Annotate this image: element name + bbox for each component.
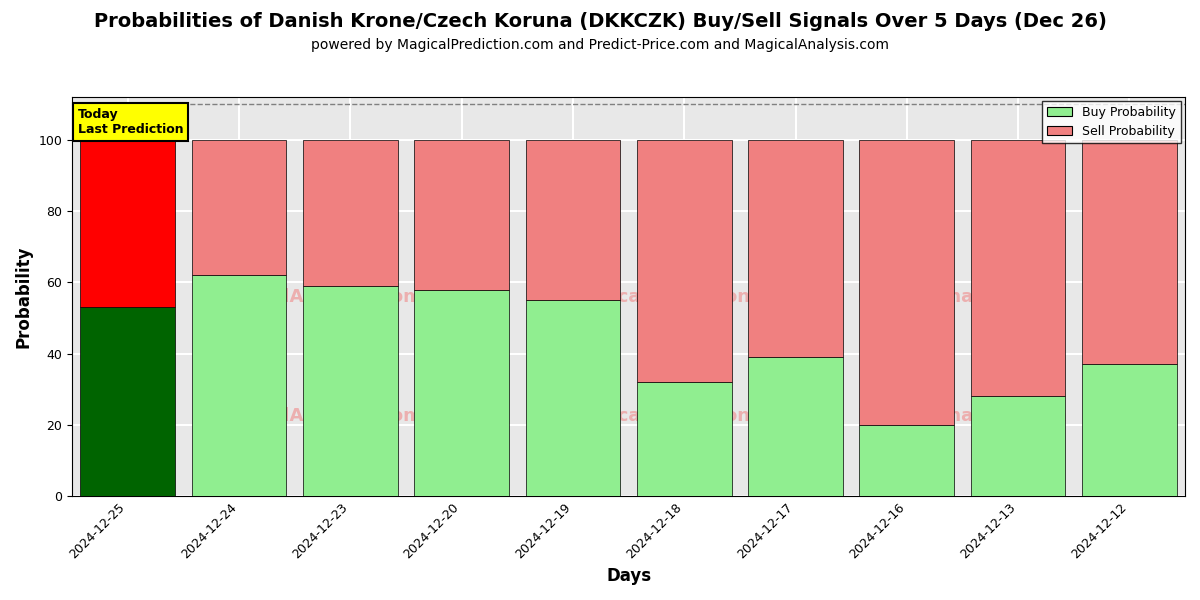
Text: MagicalAnalysis.com: MagicalAnalysis.com bbox=[212, 287, 422, 305]
Bar bbox=[859, 425, 954, 496]
Text: powered by MagicalPrediction.com and Predict-Price.com and MagicalAnalysis.com: powered by MagicalPrediction.com and Pre… bbox=[311, 38, 889, 52]
Text: MagicalPrediction.com: MagicalPrediction.com bbox=[570, 287, 799, 305]
Text: MagicalAnalysis.com: MagicalAnalysis.com bbox=[858, 287, 1067, 305]
Text: MagicalAnalysis.com: MagicalAnalysis.com bbox=[858, 407, 1067, 425]
Bar bbox=[80, 140, 175, 307]
Bar bbox=[971, 140, 1066, 397]
Bar bbox=[304, 286, 397, 496]
Text: MagicalAnalysis.com: MagicalAnalysis.com bbox=[212, 407, 422, 425]
Bar bbox=[526, 300, 620, 496]
Y-axis label: Probability: Probability bbox=[16, 245, 34, 348]
Bar bbox=[749, 357, 842, 496]
Legend: Buy Probability, Sell Probability: Buy Probability, Sell Probability bbox=[1043, 101, 1181, 143]
Bar bbox=[80, 307, 175, 496]
Bar bbox=[526, 140, 620, 300]
Text: MagicalPrediction.com: MagicalPrediction.com bbox=[570, 407, 799, 425]
Bar bbox=[1082, 364, 1177, 496]
Bar bbox=[1082, 140, 1177, 364]
Bar bbox=[859, 140, 954, 425]
Bar bbox=[637, 140, 732, 382]
Bar bbox=[749, 140, 842, 357]
Bar bbox=[637, 382, 732, 496]
Bar bbox=[304, 140, 397, 286]
X-axis label: Days: Days bbox=[606, 567, 652, 585]
Bar bbox=[192, 275, 287, 496]
Bar bbox=[414, 290, 509, 496]
Text: Today
Last Prediction: Today Last Prediction bbox=[78, 107, 184, 136]
Bar bbox=[414, 140, 509, 290]
Bar bbox=[192, 140, 287, 275]
Bar bbox=[971, 397, 1066, 496]
Text: Probabilities of Danish Krone/Czech Koruna (DKKCZK) Buy/Sell Signals Over 5 Days: Probabilities of Danish Krone/Czech Koru… bbox=[94, 12, 1106, 31]
